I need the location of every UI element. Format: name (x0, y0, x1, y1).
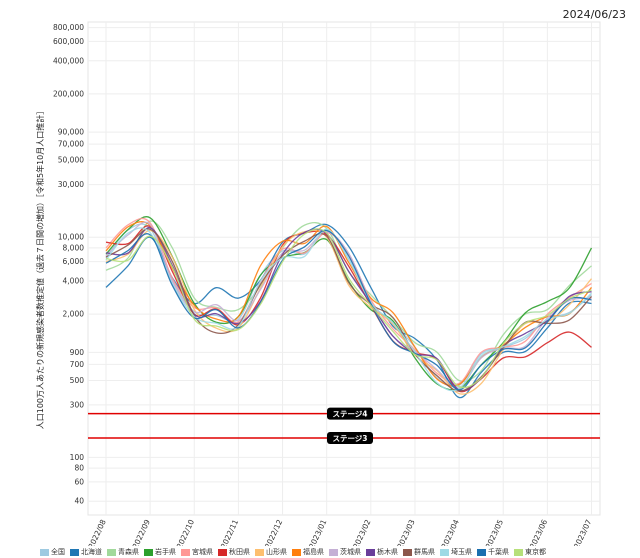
y-tick-label: 300 (70, 400, 85, 409)
series-line-9 (105, 227, 592, 392)
legend-item[interactable]: 宮城県 (181, 547, 213, 557)
y-tick-label: 400,000 (53, 56, 84, 65)
legend-label: 群馬県 (414, 548, 435, 556)
x-tick-label: 2023/03 (395, 518, 416, 546)
x-tick-label: 2023/04 (440, 518, 461, 546)
legend-swatch (70, 548, 79, 556)
x-tick-label: 2022/08 (86, 518, 107, 546)
legend-item[interactable]: 全国 (40, 547, 65, 557)
y-tick-label: 10,000 (58, 233, 84, 242)
y-tick-label: 200,000 (53, 89, 84, 98)
y-tick-label: 60 (74, 477, 84, 486)
legend-label: 岩手県 (155, 548, 176, 556)
y-tick-label: 800,000 (53, 23, 84, 32)
y-tick-label: 2,000 (63, 310, 85, 319)
series-line-10 (105, 228, 592, 392)
y-tick-label: 500 (70, 376, 85, 385)
legend-label: 全国 (51, 548, 65, 556)
legend-swatch (477, 548, 486, 556)
x-tick-label: 2023/06 (528, 518, 549, 546)
y-tick-label: 80 (74, 464, 84, 473)
legend-swatch (329, 548, 338, 556)
x-tick-label: 2023/01 (307, 518, 328, 546)
y-tick-label: 70,000 (58, 140, 84, 149)
legend-label: 千葉県 (488, 548, 509, 556)
threshold-label-0: ステージ4 (332, 410, 367, 419)
x-tick-label: 2023/07 (572, 518, 593, 546)
series-line-4 (105, 217, 592, 385)
legend-item[interactable]: 東京都 (514, 547, 546, 557)
legend-label: 埼玉県 (451, 548, 472, 556)
y-tick-label: 50,000 (58, 156, 84, 165)
legend-item[interactable]: 群馬県 (403, 547, 435, 557)
series-line-12 (105, 229, 592, 391)
y-tick-label: 40 (74, 497, 84, 506)
legend-label: 茨城県 (340, 548, 361, 556)
series-lines (105, 216, 593, 399)
legend: 全国 北海道 青森県 岩手県 宮城県 秋田県 山形県 福島県 茨城県 栃木県 群馬県 埼玉県 千葉県 東京… (40, 546, 546, 558)
y-tick-label: 900 (70, 348, 85, 357)
y-tick-label: 100 (70, 453, 85, 462)
y-tick-label: 8,000 (63, 243, 85, 252)
legend-swatch (366, 548, 375, 556)
legend-item[interactable]: 北海道 (70, 547, 102, 557)
legend-swatch (440, 548, 449, 556)
y-axis-label: 人口100万人あたりの新規感染者数推定値（過去７日間の増加）［令和5年10月人口… (35, 107, 45, 430)
x-tick-label: 2022/10 (175, 518, 196, 546)
threshold-badge-1 (327, 432, 373, 445)
update-date: 2024/06/23 (562, 8, 626, 21)
legend-item[interactable]: 青森県 (107, 547, 139, 557)
x-tick-label: 2022/11 (219, 518, 240, 546)
thresholds: ステージ4 ステージ3 (88, 407, 600, 445)
y-tick-label: 4,000 (63, 277, 85, 286)
legend-swatch (292, 548, 301, 556)
legend-item[interactable]: 岩手県 (144, 547, 176, 557)
legend-item[interactable]: 千葉県 (477, 547, 509, 557)
series-line-1 (105, 223, 592, 399)
legend-item[interactable]: 福島県 (292, 547, 324, 557)
threshold-label-1: ステージ3 (332, 434, 367, 443)
legend-swatch (107, 548, 116, 556)
series-line-13 (105, 228, 592, 389)
y-tick-label: 700 (70, 360, 85, 369)
series-line-11 (105, 227, 592, 392)
legend-item[interactable]: 埼玉県 (440, 547, 472, 557)
x-tick-label: 2023/02 (351, 518, 372, 546)
legend-item[interactable]: 山形県 (255, 547, 287, 557)
y-axis: 800,000 600,000 400,000 200,000 90,000 70,000… (53, 23, 84, 506)
legend-label: 福島県 (303, 548, 324, 556)
x-axis: 2022/08 2022/09 2022/10 2022/11 2022/12 2023/… (86, 518, 593, 546)
legend-label: 青森県 (118, 548, 139, 556)
legend-item[interactable]: 茨城県 (329, 547, 361, 557)
legend-swatch (181, 548, 190, 556)
series-line-0 (105, 223, 592, 388)
chart: 800,000 600,000 400,000 200,000 90,000 70,000… (35, 21, 601, 546)
legend-item[interactable]: 秋田県 (218, 547, 250, 557)
y-tick-label: 600,000 (53, 37, 84, 46)
legend-swatch (218, 548, 227, 556)
x-tick-label: 2022/09 (131, 518, 152, 546)
legend-item[interactable]: 栃木県 (366, 547, 398, 557)
legend-label: 東京都 (525, 548, 546, 556)
legend-swatch (144, 548, 153, 556)
y-tick-label: 6,000 (63, 257, 85, 266)
legend-swatch (255, 548, 264, 556)
y-tick-label: 30,000 (58, 180, 84, 189)
legend-label: 北海道 (81, 548, 102, 556)
legend-swatch (514, 548, 523, 556)
legend-swatch (403, 548, 412, 556)
legend-label: 宮城県 (192, 548, 213, 556)
x-tick-label: 2022/12 (263, 518, 284, 546)
legend-label: 栃木県 (377, 548, 398, 556)
x-tick-label: 2023/05 (484, 518, 505, 546)
plot-frame (87, 21, 601, 516)
y-tick-label: 90,000 (58, 128, 84, 137)
threshold-badge-0 (327, 407, 373, 420)
legend-swatch (40, 548, 49, 556)
legend-label: 秋田県 (229, 548, 250, 556)
legend-label: 山形県 (266, 548, 287, 556)
series-line-5 (105, 225, 592, 393)
